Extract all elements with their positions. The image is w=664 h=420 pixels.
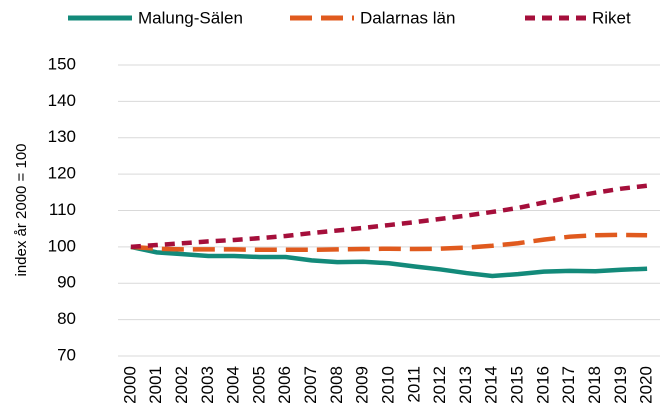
x-tick-label: 2019 bbox=[611, 366, 630, 404]
y-tick-label: 120 bbox=[48, 164, 76, 183]
x-tick-label: 2005 bbox=[249, 366, 268, 404]
x-tick-label: 2017 bbox=[559, 366, 578, 404]
x-tick-label: 2015 bbox=[508, 366, 527, 404]
x-tick-label: 2009 bbox=[353, 366, 372, 404]
y-tick-label: 70 bbox=[57, 345, 76, 364]
y-tick-label: 110 bbox=[49, 200, 76, 219]
x-tick-label: 2013 bbox=[456, 366, 475, 404]
legend-label: Riket bbox=[592, 8, 631, 27]
y-axis-label: index år 2000 = 100 bbox=[13, 143, 30, 276]
x-tick-label: 2018 bbox=[585, 366, 604, 404]
x-tick-label: 2007 bbox=[301, 366, 320, 404]
x-tick-label: 2004 bbox=[224, 366, 243, 404]
series-line bbox=[130, 244, 648, 279]
x-tick-label: 2001 bbox=[146, 366, 165, 404]
y-tick-label: 100 bbox=[48, 236, 76, 255]
x-tick-label: 2011 bbox=[404, 366, 423, 403]
y-tick-label: 90 bbox=[57, 273, 76, 292]
x-tick-label: 2008 bbox=[327, 366, 346, 404]
x-tick-label: 2016 bbox=[533, 366, 552, 404]
y-tick-label: 130 bbox=[48, 127, 76, 146]
y-tick-label: 80 bbox=[57, 309, 76, 328]
x-tick-label: 2014 bbox=[482, 366, 501, 404]
y-tick-label: 140 bbox=[48, 91, 76, 110]
series-line bbox=[130, 232, 648, 253]
x-tick-label: 2006 bbox=[275, 366, 294, 404]
series-line bbox=[130, 183, 648, 250]
y-tick-label: 150 bbox=[48, 54, 76, 73]
x-tick-label: 2003 bbox=[198, 366, 217, 404]
x-tick-label: 2012 bbox=[430, 366, 449, 404]
x-tick-label: 2000 bbox=[120, 366, 139, 404]
legend-label: Dalarnas län bbox=[360, 8, 455, 27]
x-tick-label: 2020 bbox=[637, 366, 656, 404]
x-tick-label: 2002 bbox=[172, 366, 191, 404]
x-tick-label: 2010 bbox=[378, 366, 397, 404]
legend-label: Malung-Sälen bbox=[138, 8, 243, 27]
